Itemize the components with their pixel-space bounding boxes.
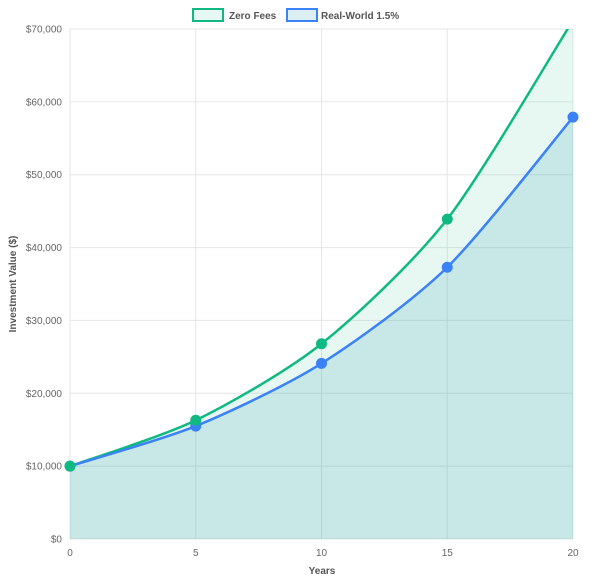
legend-label-zero-fees[interactable]: Zero Fees	[229, 11, 277, 22]
x-tick-label: 15	[442, 548, 454, 559]
x-axis-ticks: 0 5 10 15 20	[67, 548, 579, 559]
y-axis-ticks: $0 $10,000 $20,000 $30,000 $40,000 $50,000 $60…	[26, 25, 63, 546]
data-point-zero-fees[interactable]	[441, 213, 453, 225]
series-area-real-world-1-5	[70, 117, 573, 539]
y-tick-label: $30,000	[26, 316, 63, 327]
y-axis-title: Investment Value ($)	[8, 236, 19, 333]
y-tick-label: $60,000	[26, 97, 63, 108]
data-point-real-world-1-5[interactable]	[567, 111, 579, 123]
legend: Zero Fees Real-World 1.5%	[192, 8, 399, 22]
data-point-zero-fees[interactable]	[190, 414, 202, 426]
y-tick-label: $40,000	[26, 243, 63, 254]
series-lines	[70, 29, 573, 468]
legend-label-real-world[interactable]: Real-World 1.5%	[321, 11, 399, 22]
y-tick-label: $20,000	[26, 389, 63, 400]
grid	[69, 28, 574, 540]
y-tick-label: $0	[51, 535, 63, 546]
y-tick-label: $50,000	[26, 170, 63, 181]
series-line-real-world-1-5	[70, 116, 573, 468]
legend-swatch-real-world[interactable]	[286, 8, 318, 22]
x-tick-label: 5	[193, 548, 199, 559]
series-line-zero-fees	[70, 29, 570, 468]
y-tick-label: $70,000	[26, 25, 63, 36]
x-tick-label: 20	[567, 548, 579, 559]
series-areas	[70, 29, 573, 539]
x-tick-label: 0	[67, 548, 73, 559]
series-points	[64, 111, 579, 472]
y-tick-label: $10,000	[26, 462, 63, 473]
x-axis-title: Years	[309, 566, 336, 577]
x-tick-label: 10	[316, 548, 328, 559]
data-point-real-world-1-5[interactable]	[441, 261, 453, 273]
series-area-zero-fees	[70, 29, 573, 539]
data-point-zero-fees[interactable]	[316, 338, 327, 350]
legend-swatch-zero-fees[interactable]	[192, 8, 224, 22]
data-point-zero-fees[interactable]	[64, 460, 76, 472]
data-point-real-world-1-5[interactable]	[316, 357, 327, 369]
